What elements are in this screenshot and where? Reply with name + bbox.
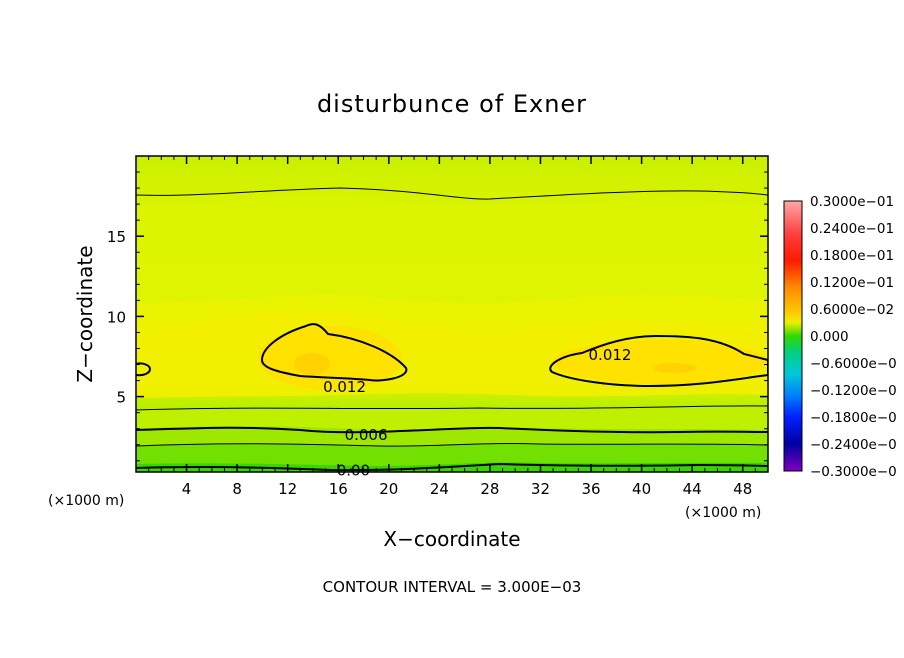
contour-line-top bbox=[136, 187, 768, 200]
colorbar-label: 0.6000e−02 bbox=[810, 302, 894, 318]
x-tick-label: 48 bbox=[733, 480, 752, 498]
x-unit-right: (×1000 m) bbox=[685, 505, 761, 521]
contour-line-low-b bbox=[136, 443, 768, 447]
plot-area bbox=[136, 156, 768, 472]
contour-line-left-edge bbox=[136, 362, 152, 377]
colorbar-label: −0.2400e−0 bbox=[810, 437, 897, 453]
x-axis-ticks: 4 8 12 16 20 24 28 32 36 40 44 48 bbox=[148, 156, 756, 498]
colorbar-label: 0.1200e−01 bbox=[810, 275, 894, 291]
contour-label: 0.012 bbox=[323, 378, 366, 396]
y-axis-ticks: 5 10 15 bbox=[107, 171, 768, 462]
y-tick-label: 5 bbox=[116, 389, 126, 407]
colorbar-label: 0.000 bbox=[810, 329, 849, 345]
x-unit-left: (×1000 m) bbox=[48, 493, 124, 509]
x-tick-label: 40 bbox=[632, 480, 651, 498]
contour-line-012-right bbox=[549, 334, 768, 388]
x-tick-label: 24 bbox=[430, 480, 449, 498]
y-axis-label: Z−coordinate bbox=[73, 245, 97, 382]
x-tick-label: 8 bbox=[232, 480, 242, 498]
x-tick-label: 36 bbox=[581, 480, 600, 498]
colorbar-label: −0.1800e−0 bbox=[810, 410, 897, 426]
x-tick-label: 32 bbox=[531, 480, 550, 498]
colorbar-label: 0.3000e−01 bbox=[810, 194, 894, 210]
field-core-right-inner bbox=[653, 363, 697, 373]
colorbar-label: −0.6000e−0 bbox=[810, 356, 897, 372]
contour-line-zero bbox=[136, 462, 768, 472]
colorbar-label: −0.1200e−0 bbox=[810, 383, 897, 399]
contour-label: 0.00 bbox=[337, 461, 370, 479]
x-axis-label: X−coordinate bbox=[383, 527, 520, 551]
colorbar bbox=[783, 200, 803, 472]
contour-line-low-a bbox=[136, 405, 768, 411]
y-tick-label: 15 bbox=[107, 228, 126, 246]
field-core-right bbox=[552, 340, 768, 384]
x-tick-label: 28 bbox=[480, 480, 499, 498]
field-band-upper bbox=[136, 197, 768, 304]
contour-label: 0.012 bbox=[589, 346, 632, 364]
colorbar-label: 0.2400e−01 bbox=[810, 221, 894, 237]
x-tick-label: 20 bbox=[379, 480, 398, 498]
x-tick-label: 16 bbox=[329, 480, 348, 498]
x-tick-label: 4 bbox=[182, 480, 192, 498]
y-tick-label: 10 bbox=[107, 308, 126, 326]
field-core-left-inner bbox=[294, 353, 330, 375]
colorbar-labels: 0.3000e−01 0.2400e−01 0.1800e−01 0.1200e−01… bbox=[810, 194, 897, 480]
contour-interval-note: CONTOUR INTERVAL = 3.000E−03 bbox=[323, 578, 582, 596]
contour-label: 0.006 bbox=[345, 426, 388, 444]
contour-labels: 0.012 0.012 0.006 0.00 bbox=[323, 346, 631, 479]
colorbar-label: −0.3000e−0 bbox=[810, 464, 897, 480]
chart-title: disturbunce of Exner bbox=[317, 90, 587, 118]
contour-line-006 bbox=[136, 426, 768, 434]
colorbar-label: 0.1800e−01 bbox=[810, 248, 894, 264]
contour-line-012-left bbox=[260, 323, 408, 382]
x-tick-label: 12 bbox=[278, 480, 297, 498]
x-tick-label: 44 bbox=[683, 480, 702, 498]
